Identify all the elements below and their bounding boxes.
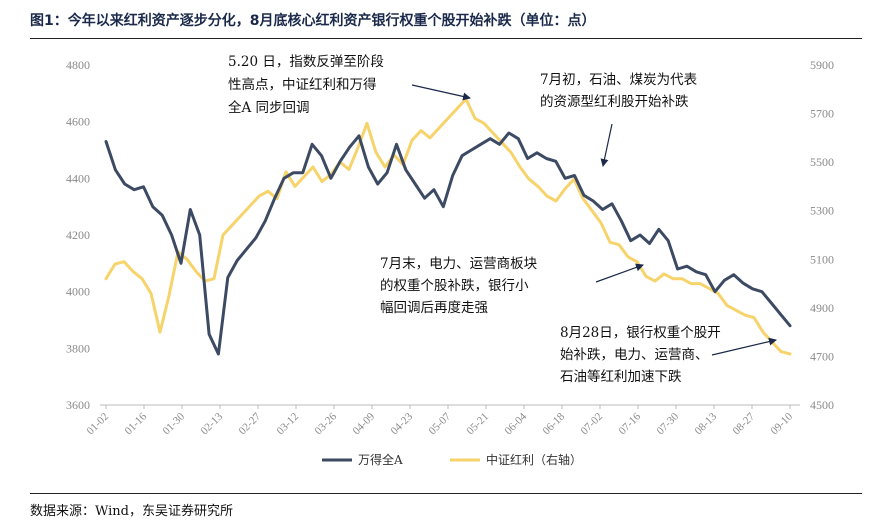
x-tick-label: 08-13 — [692, 410, 719, 437]
x-tick-label: 01-30 — [160, 410, 187, 437]
y-right-tick-label: 4900 — [810, 301, 834, 315]
x-tick-label: 09-10 — [768, 410, 795, 437]
annotation-arrow — [711, 337, 777, 356]
y-left-tick-label: 4600 — [66, 115, 90, 129]
annotation-text: 全A 同步回调 — [228, 99, 310, 116]
legend-label: 中证红利（右轴） — [486, 452, 582, 467]
annotation-text: 的权重个股补跌，银行小 — [380, 277, 529, 294]
x-tick-label: 08-27 — [730, 410, 757, 437]
legend-label: 万得全A — [358, 452, 403, 467]
series — [104, 97, 792, 356]
x-tick-label: 07-30 — [654, 410, 681, 437]
x-tick-label: 02-13 — [198, 410, 225, 437]
title-rule — [30, 38, 862, 39]
x-tick-label: 06-18 — [540, 410, 567, 437]
x-tick-label: 03-12 — [274, 411, 301, 438]
annotation-text: 的资源型红利股开始补跌 — [540, 94, 689, 110]
annotation-arrow — [411, 84, 471, 101]
annotation-text: 始补跌，电力、运营商、 — [560, 347, 709, 363]
annotation-text: 5.20 日，指数反弹至阶段 — [228, 54, 384, 70]
annotation-text: 7月初，石油、煤炭为代表 — [540, 71, 698, 88]
annotation-text: 8月28日，银行权重个股开 — [560, 324, 721, 341]
y-left-tick-label: 3600 — [66, 398, 90, 412]
x-tick-label: 01-02 — [84, 411, 111, 438]
x-tick-label: 04-23 — [388, 410, 415, 437]
x-tick-label: 07-02 — [578, 411, 605, 438]
annotation-arrow — [600, 123, 613, 167]
series-line-wind-all-a — [104, 131, 792, 356]
y-left-tick-label: 4400 — [66, 171, 90, 185]
y-left-tick-label: 4000 — [66, 285, 90, 299]
source-note: 数据来源：Wind，东吴证券研究所 — [30, 504, 233, 519]
x-tick-label: 04-09 — [350, 410, 377, 437]
x-tick-label: 02-27 — [236, 410, 263, 437]
series-line-csi-dividend — [104, 97, 792, 356]
x-tick-label: 01-16 — [122, 410, 149, 437]
x-tick-label: 03-26 — [312, 410, 339, 437]
y-right-tick-label: 4500 — [810, 398, 834, 412]
x-tick-label: 05-21 — [464, 411, 491, 438]
figure-title: 图1：今年以来红利资产逐步分化，8月底核心红利资产银行权重个股开始补跌（单位：点… — [30, 13, 596, 29]
y-right-tick-label: 4700 — [810, 349, 834, 363]
annotation-text: 性高点，中证红利和万得 — [228, 76, 377, 93]
y-right-tick-label: 5100 — [810, 252, 834, 266]
y-left-tick-label: 4200 — [66, 228, 90, 242]
x-tick-label: 05-07 — [426, 410, 453, 437]
y-left-tick-label: 4800 — [66, 58, 90, 72]
x-tick-label: 06-04 — [502, 410, 529, 437]
y-right-tick-label: 5900 — [810, 58, 834, 72]
annotation-text: 石油等红利加速下跌 — [560, 368, 682, 385]
x-tick-label: 07-16 — [616, 410, 643, 437]
annotation-text: 7月末，电力、运营商板块 — [380, 256, 538, 272]
legend: 万得全A 中证红利（右轴） — [322, 452, 582, 467]
annotation-text: 幅回调后再度走强 — [380, 300, 488, 316]
annotation-arrow — [595, 263, 644, 283]
footer-rule — [30, 493, 862, 494]
y-left-tick-label: 3800 — [66, 341, 90, 355]
y-right-tick-label: 5500 — [810, 155, 834, 169]
y-right-tick-label: 5700 — [810, 107, 834, 121]
y-right-tick-label: 5300 — [810, 204, 834, 218]
